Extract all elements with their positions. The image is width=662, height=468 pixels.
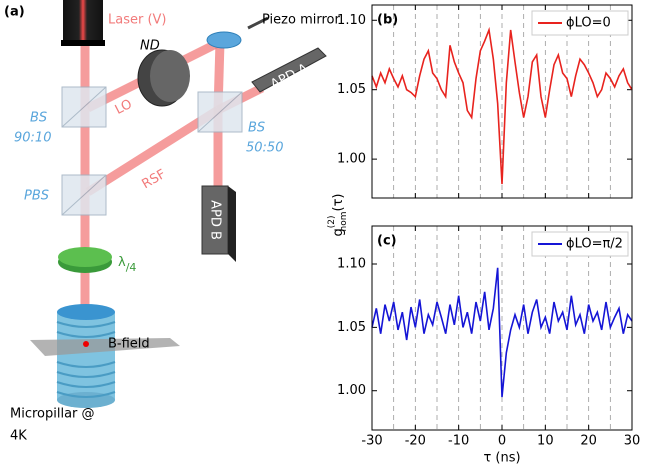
y-tick-label: 1.00 [337, 383, 366, 398]
label: ND [140, 39, 160, 54]
label: PBS [24, 189, 49, 204]
label: LO [113, 97, 135, 118]
y-axis-label: g(2)hom(τ) [327, 194, 349, 237]
apd-side [228, 186, 236, 262]
x-tick-label: -10 [448, 434, 469, 449]
y-axis-label: (2) [327, 215, 337, 228]
label: APD B [208, 200, 223, 240]
panel-label: (c) [377, 234, 397, 249]
label: /4 [126, 261, 137, 274]
figure: (a) Laser (V) Piezo mirror ND BS 90:10 L… [0, 0, 662, 468]
legend-label: ϕLO=0 [566, 16, 611, 31]
mirror [207, 32, 241, 48]
label: B-field [108, 337, 150, 352]
y-tick-label: 1.05 [337, 320, 366, 335]
x-tick-label: 10 [537, 434, 554, 449]
label: 90:10 [14, 131, 51, 146]
y-tick-label: 1.10 [337, 257, 366, 272]
label: RSF [140, 167, 169, 192]
panel-label: (a) [4, 5, 25, 20]
x-tick-label: 20 [580, 434, 597, 449]
y-tick-label: 1.10 [337, 13, 366, 28]
y-axis-label: hom [339, 211, 349, 231]
schematic: (a) Laser (V) Piezo mirror ND BS 90:10 L… [4, 0, 340, 444]
x-tick-label: 30 [624, 434, 641, 449]
label: Micropillar @ [10, 407, 95, 422]
laser [63, 0, 103, 44]
nd-filter [150, 50, 190, 102]
label: λ/4 [118, 255, 136, 275]
label: 50:50 [246, 141, 283, 156]
label: Piezo mirror [262, 13, 340, 28]
laser-base [61, 40, 105, 46]
legend-label: ϕLO=π/2 [566, 237, 623, 252]
y-axis-label: (τ) [331, 194, 346, 212]
micropillar [57, 304, 115, 408]
panel-label: (b) [377, 13, 398, 28]
emitter [83, 341, 89, 347]
waveplate [58, 247, 112, 267]
label: BS [248, 121, 265, 136]
label: 4K [10, 429, 27, 444]
x-tick-label: -30 [361, 434, 382, 449]
y-tick-label: 1.05 [337, 82, 366, 97]
label: BS [30, 111, 47, 126]
x-tick-label: -20 [405, 434, 426, 449]
x-axis-label: τ (ns) [483, 451, 520, 466]
y-tick-label: 1.00 [337, 152, 366, 167]
x-tick-label: 0 [498, 434, 506, 449]
label: Laser (V) [108, 13, 167, 28]
